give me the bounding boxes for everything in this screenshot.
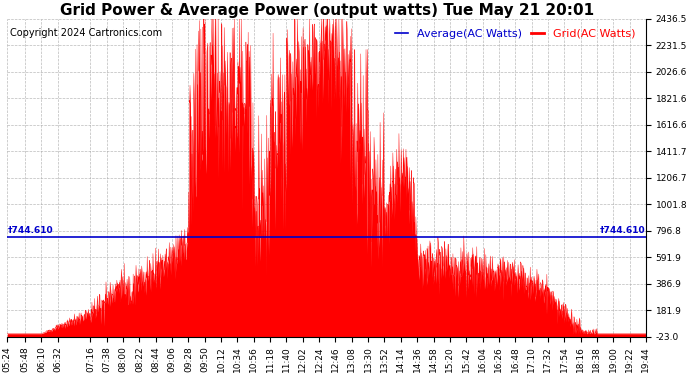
Title: Grid Power & Average Power (output watts) Tue May 21 20:01: Grid Power & Average Power (output watts… bbox=[59, 3, 593, 18]
Legend: Average(AC Watts), Grid(AC Watts): Average(AC Watts), Grid(AC Watts) bbox=[391, 24, 640, 44]
Text: †744.610: †744.610 bbox=[8, 226, 54, 235]
Text: †744.610: †744.610 bbox=[600, 226, 645, 235]
Text: Copyright 2024 Cartronics.com: Copyright 2024 Cartronics.com bbox=[10, 28, 163, 39]
